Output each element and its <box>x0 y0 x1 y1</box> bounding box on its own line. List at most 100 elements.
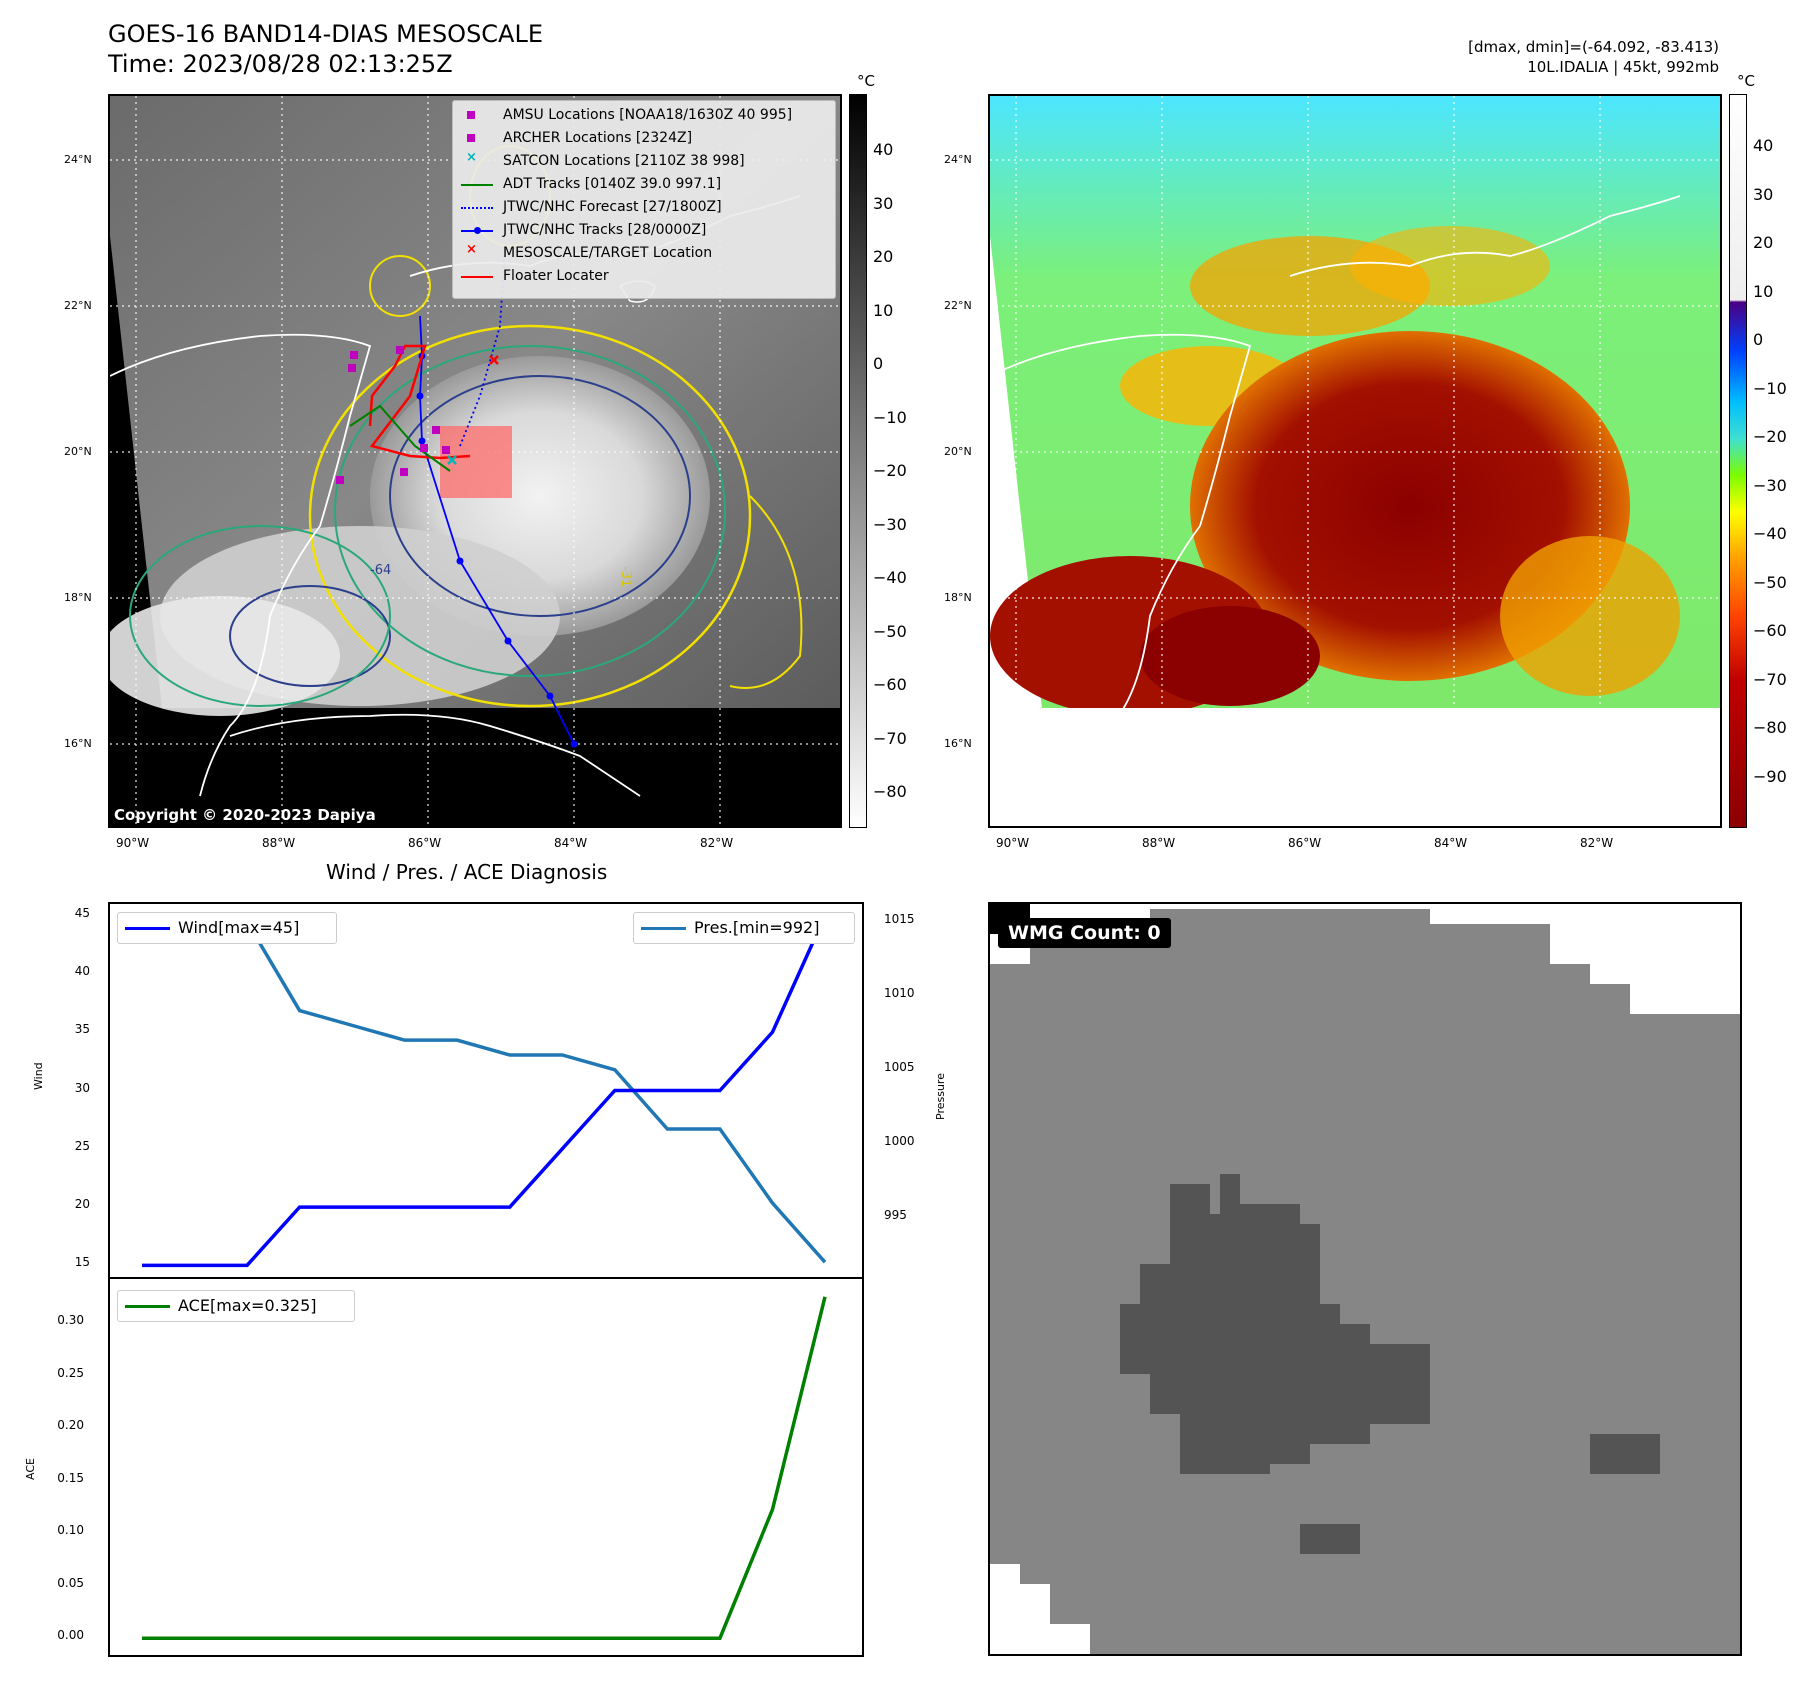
wind-tick-label: 45 <box>74 905 90 920</box>
ace-ylabel: ACE <box>24 1458 37 1480</box>
gray-colorbar <box>849 94 867 828</box>
colorbar-tick-label: 20 <box>1753 233 1774 252</box>
lon-label: 82°W <box>700 836 734 850</box>
jtwc-track <box>419 315 575 745</box>
wmg-count-label: WMG Count: 0 <box>998 918 1171 948</box>
lat-label: 24°N <box>64 153 92 166</box>
ace-legend: ACE[max=0.325] <box>117 1290 355 1322</box>
colorbar-tick-label: −70 <box>873 728 907 748</box>
wind-pres-panel: Wind[max=45] Pres.[min=992] <box>108 902 864 1279</box>
lat-label: 22°N <box>64 299 92 312</box>
colorbar-tick-label: −30 <box>873 514 907 534</box>
colorbar-tick-label: −10 <box>873 407 907 427</box>
lat-label: 20°N <box>944 445 972 458</box>
lat-label: 16°N <box>64 737 92 750</box>
copyright-label: Copyright © 2020-2023 Dapiya <box>114 806 376 824</box>
line-marker-icon <box>461 276 493 278</box>
colorbar-tick-label: 40 <box>1753 136 1774 155</box>
pressure-tick-label: 1010 <box>884 985 915 1000</box>
colorbar-tick-label: −40 <box>873 568 907 587</box>
wind-tick-label: 20 <box>74 1197 90 1212</box>
wind-series-line <box>142 914 827 1268</box>
lon-label: 90°W <box>996 836 1030 850</box>
coastline-yucatan <box>110 333 372 797</box>
colorbar-tick-label: −20 <box>873 461 907 480</box>
adt-track <box>349 404 451 472</box>
pressure-tick-label: 995 <box>884 1207 907 1222</box>
color-map <box>990 96 1720 826</box>
storm-label: 10L.IDALIA | 45kt, 992mb <box>1527 58 1719 76</box>
wind-tick-label: 40 <box>74 963 90 978</box>
dmax-dmin-label: [dmax, dmin]=(-64.092, -83.413) <box>1468 38 1719 56</box>
contour-yellow <box>308 324 752 708</box>
colorbar-tick-label: 30 <box>873 193 894 213</box>
map-legend: AMSU Locations [NOAA18/1630Z 40 995] ARC… <box>452 100 836 299</box>
lon-label: 82°W <box>1580 836 1614 850</box>
colorbar-tick-label: −20 <box>1753 427 1787 446</box>
pressure-series-line <box>142 920 827 1264</box>
line-marker-icon <box>641 927 686 930</box>
lat-label: 24°N <box>944 153 972 166</box>
colorbar-tick-label: −50 <box>1753 572 1787 592</box>
color-map-panel <box>988 94 1722 828</box>
colorbar-tick-label: −90 <box>1753 766 1787 786</box>
colorbar-tick-label: −80 <box>1753 718 1787 737</box>
colorbar-tick-label: 10 <box>1753 281 1774 301</box>
colorbar-tick-label: −80 <box>873 782 907 801</box>
lat-label: 20°N <box>64 445 92 458</box>
lat-label: 18°N <box>64 591 92 604</box>
ir-map-panel: -31 -64 <box>108 94 842 828</box>
lon-label: 86°W <box>1288 836 1322 850</box>
contour-green <box>334 345 726 677</box>
ace-panel: ACE[max=0.325] <box>108 1277 864 1657</box>
pressure-tick-label: 1015 <box>884 911 915 926</box>
colorbar-tick-label: −30 <box>1753 475 1787 495</box>
colorbar-tick-label: 0 <box>873 354 884 373</box>
ace-tick-label: 0.30 <box>57 1313 84 1328</box>
pressure-tick-label: 1000 <box>884 1133 915 1148</box>
pres-legend: Pres.[min=992] <box>633 912 855 944</box>
wmg-region-dark <box>1120 1174 1430 1474</box>
lat-label: 22°N <box>944 299 972 312</box>
ace-series-line <box>142 1296 827 1640</box>
colorbar-tick-label: −60 <box>1753 621 1787 640</box>
wind-tick-label: 25 <box>74 1138 90 1153</box>
x-marker-icon: × <box>466 242 477 257</box>
ace-tick-label: 0.20 <box>57 1418 84 1433</box>
colorbar-tick-label: 30 <box>1753 184 1774 204</box>
colorbar-tick-label: 0 <box>1753 330 1764 349</box>
colorbar-tick-label: 20 <box>873 247 894 266</box>
square-marker-icon <box>467 111 475 119</box>
pres-ylabel: Pressure <box>934 1073 947 1120</box>
colorbar-tick-label: 10 <box>873 300 894 320</box>
chart-time: Time: 2023/08/28 02:13:25Z <box>108 50 453 78</box>
x-marker-icon: × <box>466 150 477 165</box>
line-marker-icon <box>461 184 493 186</box>
lon-label: 86°W <box>408 836 442 850</box>
wind-ylabel: Wind <box>32 1062 45 1090</box>
wind-tick-label: 35 <box>74 1022 90 1037</box>
colorbar-tick-label: 40 <box>873 140 894 159</box>
ace-tick-label: 0.10 <box>57 1523 84 1538</box>
lon-label: 90°W <box>116 836 150 850</box>
lon-label: 88°W <box>1142 836 1176 850</box>
ace-tick-label: 0.15 <box>57 1470 84 1485</box>
wind-pres-plot <box>142 914 827 1268</box>
wind-legend: Wind[max=45] <box>117 912 337 944</box>
diagnosis-title: Wind / Pres. / ACE Diagnosis <box>326 860 608 884</box>
color-colorbar <box>1729 94 1747 828</box>
colorbar-tick-label: −70 <box>1753 669 1787 689</box>
wmg-map <box>990 904 1740 1654</box>
pressure-tick-label: 1005 <box>884 1059 915 1074</box>
dotted-line-icon <box>461 207 493 209</box>
lon-label: 88°W <box>262 836 296 850</box>
lon-label: 84°W <box>554 836 588 850</box>
wmg-panel: WMG Count: 0 <box>988 902 1742 1656</box>
colorbar-tick-label: −60 <box>873 675 907 694</box>
line-marker-icon <box>125 1305 170 1308</box>
contour-label: -31 <box>618 566 633 587</box>
lat-label: 16°N <box>944 737 972 750</box>
colorbar-tick-label: −40 <box>1753 524 1787 543</box>
lon-label: 84°W <box>1434 836 1468 850</box>
contour-label: -64 <box>370 563 391 578</box>
